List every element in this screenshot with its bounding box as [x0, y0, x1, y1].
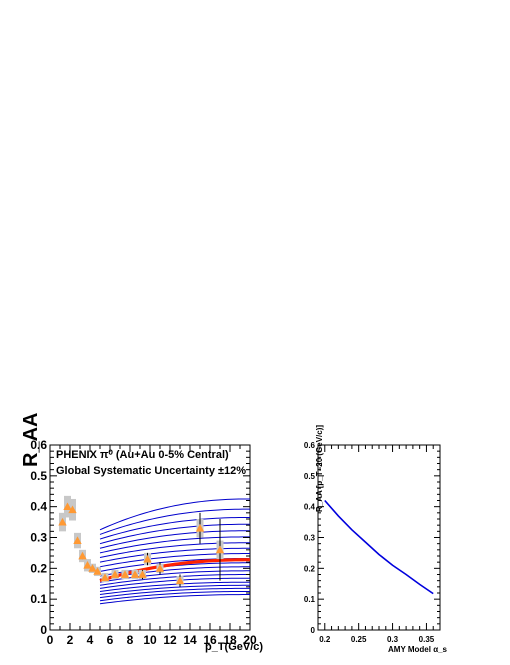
- model-curve: [99, 594, 250, 605]
- data-point: [78, 551, 87, 560]
- model-curve: [99, 581, 250, 592]
- annotation-systematic: Global Systematic Uncertainty ±12%: [56, 465, 246, 477]
- y-tick-label: 0.3: [30, 531, 47, 545]
- data-point: [73, 536, 82, 544]
- y-tick-label: 0.1: [304, 595, 316, 604]
- data-point: [155, 564, 165, 572]
- data-point: [143, 554, 152, 563]
- x-tick-label: 0.2: [319, 635, 331, 644]
- model-curve: [99, 584, 250, 596]
- model-curve: [99, 577, 250, 589]
- data-point: [88, 564, 97, 572]
- model-curve: [99, 542, 251, 559]
- data-point: [100, 573, 110, 581]
- right-plot-marks: [324, 499, 434, 595]
- model-curve: [99, 498, 251, 531]
- data-point: [195, 524, 205, 532]
- x-tick-label: 2: [67, 633, 74, 647]
- left-y-axis-label: R_AA: [20, 413, 42, 467]
- y-tick-label: 0: [311, 626, 316, 635]
- data-point: [138, 570, 147, 578]
- y-tick-label: 0.5: [30, 469, 47, 483]
- x-tick-label: 0.3: [387, 635, 399, 644]
- y-tick-label: 0.4: [30, 500, 47, 514]
- y-tick-label: 0.2: [30, 561, 47, 575]
- x-tick-label: 20: [243, 633, 257, 647]
- x-tick-label: 6: [107, 633, 114, 647]
- x-tick-label: 10: [143, 633, 157, 647]
- x-tick-label: 12: [163, 633, 177, 647]
- data-point: [120, 570, 130, 578]
- data-point: [110, 570, 120, 578]
- model-curve: [99, 590, 250, 602]
- data-point: [68, 505, 77, 514]
- model-curve: [99, 587, 250, 599]
- model-curve: [99, 536, 251, 554]
- x-tick-label: 4: [87, 633, 94, 647]
- y-tick-label: 0.6: [304, 441, 316, 450]
- y-tick-label: 0.1: [30, 592, 47, 606]
- model-curve: [99, 547, 251, 563]
- x-tick-label: 0.25: [351, 635, 367, 644]
- right-x-axis-label: AMY Model α_s: [388, 645, 448, 654]
- annotation-experiment: PHENIX π⁰ (Au+Au 0-5% Central): [56, 449, 229, 461]
- x-tick-label: 18: [223, 633, 237, 647]
- model-curve: [99, 574, 250, 586]
- data-point: [63, 502, 72, 511]
- model-curve: [99, 516, 250, 540]
- data-point: [130, 570, 140, 578]
- data-point: [215, 545, 225, 554]
- y-tick-label: 0.3: [304, 534, 316, 543]
- y-tick-label: 0: [40, 623, 47, 637]
- y-tick-label: 0.5: [304, 472, 316, 481]
- x-tick-label: 8: [127, 633, 134, 647]
- x-tick-label: 16: [203, 633, 217, 647]
- right-plot-frame: [317, 444, 441, 631]
- x-tick-label: 0.35: [419, 635, 435, 644]
- data-point: [58, 517, 67, 526]
- x-tick-label: 14: [183, 633, 197, 647]
- y-tick-label: 0.4: [304, 503, 316, 512]
- right-y-axis-label: R_AA [p_T=20 (GeV/c)]: [315, 425, 324, 512]
- right-plot-ticks: 0.2 0.25 0.3 0.35 0 0.1 0.2 0.3 0.4 0.5 0.6: [304, 441, 441, 644]
- x-tick-label: 0: [47, 633, 54, 647]
- alpha-s-curve: [324, 499, 434, 595]
- model-curve: [99, 530, 250, 549]
- data-point: [175, 576, 185, 585]
- y-tick-label: 0.6: [30, 438, 47, 452]
- left-x-axis-label: p_T(GeV/c): [205, 641, 263, 653]
- y-tick-label: 0.2: [304, 564, 316, 573]
- model-curve: [99, 508, 251, 535]
- model-curve: [99, 523, 251, 545]
- data-point: [93, 567, 102, 575]
- data-point: [83, 561, 92, 569]
- model-curve: [99, 553, 251, 568]
- left-plot-marks: [58, 495, 251, 605]
